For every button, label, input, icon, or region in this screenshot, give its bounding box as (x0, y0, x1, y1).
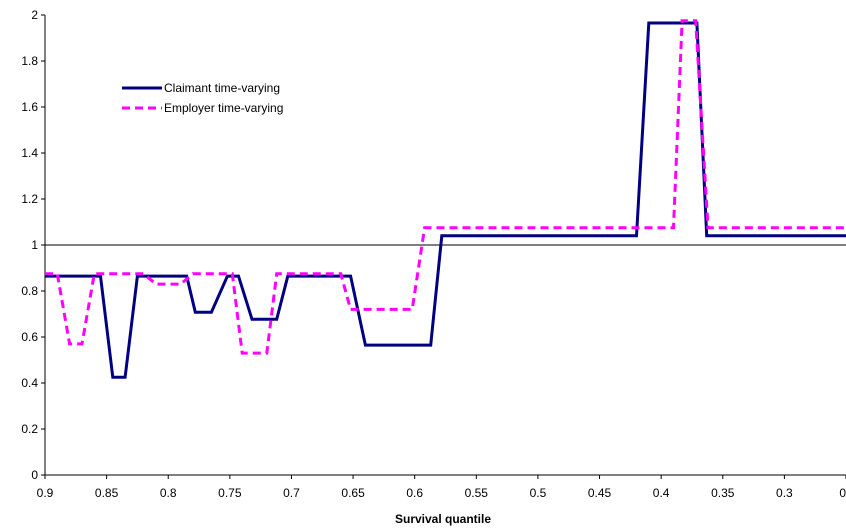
plot-area: 00.20.40.60.811.21.41.61.82 0.9 0.85 0.8 0.… (21, 8, 846, 500)
x-axis-ticks: 0.9 0.85 0.8 0.75 0.7 0.65 0.6 0.55 0.5 0.45 0.4 0.… (37, 475, 846, 500)
x-tick-label: 0 (839, 486, 846, 500)
x-tick-label: 0.4 (653, 486, 670, 500)
x-tick-label: 0.8 (160, 486, 177, 500)
y-tick-label: 0.6 (21, 330, 38, 344)
x-tick-label: 0.75 (218, 486, 242, 500)
x-tick-label: 0.65 (341, 486, 365, 500)
y-tick-label: 2 (31, 8, 38, 22)
series-lines (45, 19, 846, 379)
x-tick-label: 0.3 (776, 486, 793, 500)
x-axis-title: Survival quantile (395, 512, 491, 526)
y-tick-label: 0 (31, 468, 38, 482)
legend-label-2: Employer time-varying (164, 101, 283, 115)
x-tick-label: 0.9 (37, 486, 54, 500)
x-tick-label: 0.6 (406, 486, 423, 500)
x-tick-label: 0.55 (465, 486, 489, 500)
y-tick-label: 1.8 (21, 54, 38, 68)
y-tick-label: 1.2 (21, 192, 38, 206)
y-axis-ticks: 0 0.2 0.4 0.6 0.8 1 1.2 1.4 1.6 1.8 2 (21, 8, 45, 482)
x-tick-label: 0.5 (530, 486, 547, 500)
series-line-1 (45, 21, 846, 379)
series-line-2 (45, 19, 846, 355)
x-tick-label: 0.85 (95, 486, 119, 500)
x-tick-label: 0.35 (711, 486, 735, 500)
y-tick-label: 1.4 (21, 146, 38, 160)
y-tick-label: 1.6 (21, 100, 38, 114)
x-tick-label: 0.45 (588, 486, 612, 500)
y-tick-label: 0.2 (21, 422, 38, 436)
y-tick-label: 0.8 (21, 284, 38, 298)
y-tick-label: 0.4 (21, 376, 38, 390)
legend: Claimant time-varying Employer time-varyi… (122, 81, 283, 115)
y-tick-label: 1 (31, 238, 38, 252)
legend-label-1: Claimant time-varying (164, 81, 280, 95)
x-tick-label: 0.7 (283, 486, 300, 500)
